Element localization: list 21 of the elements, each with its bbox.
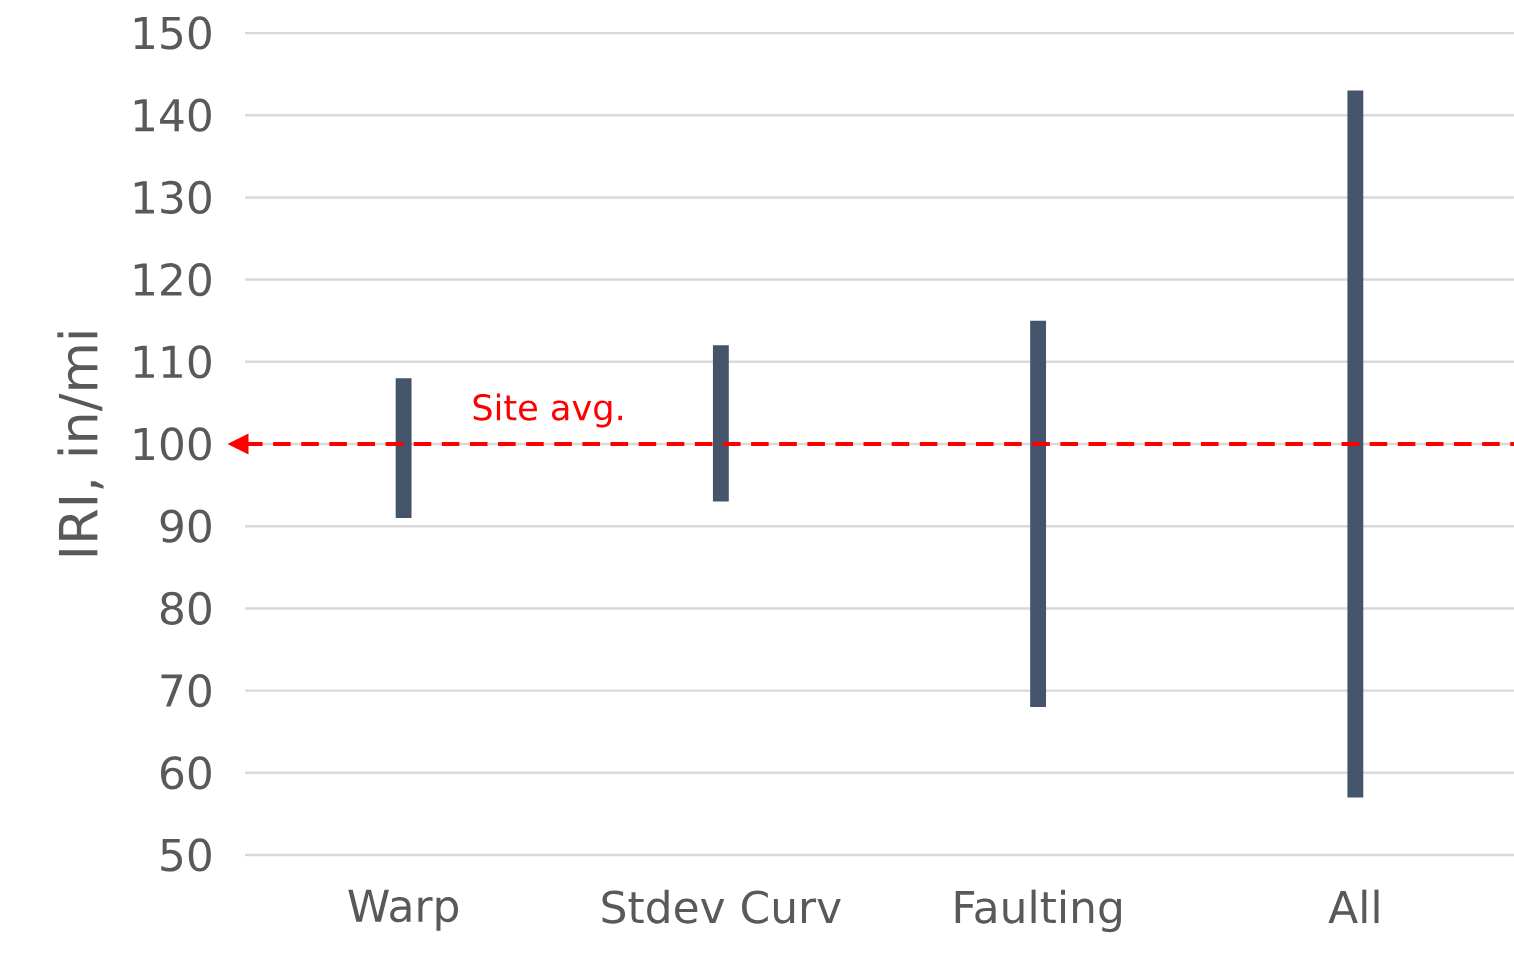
x-tick-label: Stdev Curv xyxy=(602,889,841,924)
x-tick-label: Faulting xyxy=(955,889,1121,933)
ref-line-label: Site avg. xyxy=(473,393,622,428)
y-axis-title: IRI, in/mi xyxy=(57,332,104,556)
y-tick-label: 90 xyxy=(160,509,211,543)
y-tick-label: 140 xyxy=(134,98,211,132)
bar xyxy=(395,378,412,518)
y-tick-label: 120 xyxy=(134,262,211,297)
bar xyxy=(1347,90,1364,798)
x-tick-label: Warp xyxy=(348,889,458,931)
y-tick-label: 130 xyxy=(134,180,211,214)
bar xyxy=(712,345,729,502)
y-tick-label: 80 xyxy=(160,591,211,625)
bar xyxy=(1030,320,1047,708)
y-tick-label: 100 xyxy=(134,427,211,461)
y-tick-label: 110 xyxy=(134,345,211,379)
y-tick-label: 50 xyxy=(161,838,211,872)
y-tick-label: 60 xyxy=(161,756,211,790)
y-tick-label: 150 xyxy=(134,16,211,50)
x-tick-label: All xyxy=(1328,889,1379,924)
y-tick-label: 70 xyxy=(161,673,211,708)
